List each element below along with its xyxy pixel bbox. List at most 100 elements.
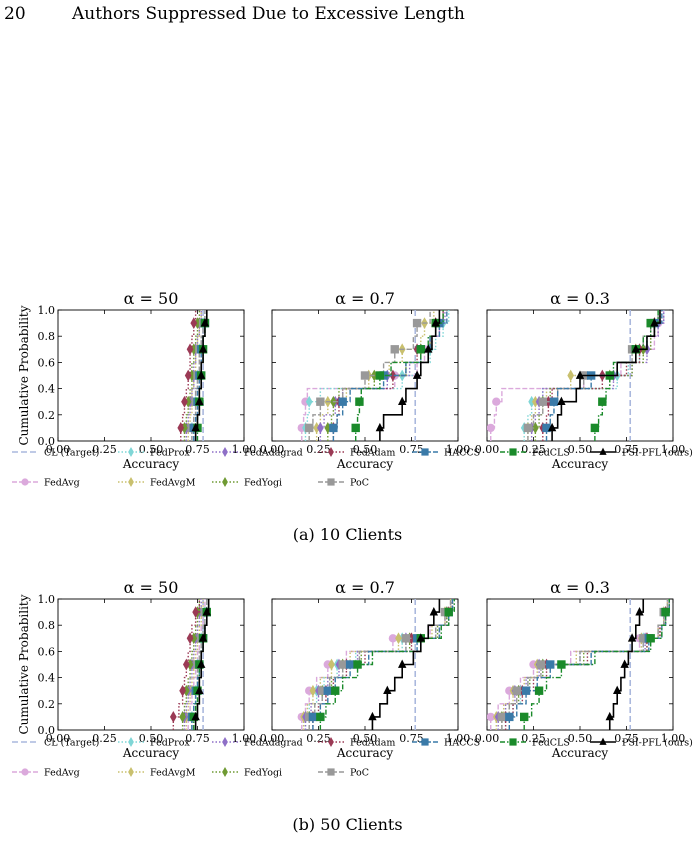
- series-point: [186, 632, 194, 645]
- legend-label: FedAvgM: [150, 478, 196, 489]
- series-point: [650, 318, 659, 327]
- y-tick-label: 0.8: [38, 619, 56, 632]
- chart-panel-b-3: α = 0.3 0.00 0.25 0.50 0.75 1.00 Accuracy: [475, 578, 686, 760]
- legend-marker: [222, 446, 228, 458]
- series-point: [198, 344, 208, 353]
- series-point: [345, 660, 355, 669]
- x-tick-label: 0.25: [92, 443, 117, 456]
- legend-b: CL (Target) FedAvg FedProx FedAvgM FedAdagra…: [12, 736, 693, 779]
- x-tick-label: 0.00: [260, 443, 285, 456]
- legend-a: CL (Target) FedAvg FedProx FedAvgM FedAdagra…: [12, 446, 693, 489]
- series-point: [627, 633, 637, 642]
- series-psi-pfl-ours-: [191, 310, 210, 441]
- series-point: [316, 397, 325, 406]
- series-point: [305, 423, 314, 433]
- x-tick-label: 0.50: [139, 732, 164, 745]
- x-tick-label: 1.00: [446, 732, 471, 745]
- x-axis-label: Accuracy: [336, 457, 393, 471]
- series-point: [639, 634, 648, 643]
- chart-title: α = 50: [124, 289, 179, 308]
- series-point: [388, 634, 398, 643]
- series-point: [416, 345, 425, 354]
- legend-item: FedCLS: [500, 448, 570, 459]
- legend-label: FedCLS: [532, 448, 570, 459]
- series-point: [549, 397, 559, 406]
- series-point: [631, 344, 640, 353]
- series-line: [185, 310, 202, 441]
- series-psi-pfl-ours-: [368, 599, 441, 730]
- legend-label: FedYogi: [244, 768, 282, 779]
- legend-item: PoC: [318, 768, 369, 779]
- series-point: [557, 396, 566, 406]
- legend-item: CL (Target): [12, 448, 99, 459]
- series-point: [534, 686, 544, 695]
- legend-label: FedAvgM: [150, 768, 196, 779]
- legend-marker: [328, 446, 334, 458]
- series-point: [179, 684, 186, 697]
- series-point: [360, 371, 370, 380]
- page-number: 20: [4, 4, 26, 24]
- legend-item: FedProx: [118, 736, 190, 749]
- series-line: [183, 310, 201, 441]
- legend-marker: [421, 448, 429, 456]
- series-line: [371, 599, 441, 730]
- series-point: [390, 345, 399, 354]
- series-psi-pfl-ours-: [375, 310, 441, 441]
- series-point: [198, 633, 208, 642]
- legend-marker: [327, 478, 335, 486]
- series-point: [538, 397, 547, 406]
- series-point: [191, 711, 200, 721]
- legend-item: FedAdagrad: [212, 736, 303, 749]
- legend-label: FedAvg: [44, 768, 80, 779]
- legend-marker: [327, 768, 335, 776]
- series-psi-pfl-ours-: [605, 599, 645, 730]
- legend-label: PSI-PFL (ours): [622, 738, 693, 749]
- chart-panel-b-2: α = 0.7 0.00 0.25 0.50 0.75 1.00 Accuracy: [260, 578, 471, 760]
- legend-label: FedProx: [150, 738, 190, 749]
- series-point: [613, 685, 622, 695]
- series-point: [661, 607, 670, 617]
- chart-panel-a-3: α = 0.3 0.00 0.25 0.50 0.75 1.00 Accuracy: [475, 289, 686, 471]
- series-point: [546, 660, 555, 669]
- series-point: [646, 634, 655, 643]
- series-line: [180, 310, 197, 441]
- legend-marker: [421, 738, 429, 746]
- x-tick-label: 0.75: [185, 443, 210, 456]
- series-point: [598, 397, 607, 406]
- plot-frame: [57, 598, 245, 731]
- series-point: [605, 711, 614, 721]
- series-point: [444, 607, 453, 617]
- plot-frame: [57, 309, 245, 442]
- y-tick-label: 0.0: [38, 435, 56, 448]
- series-point: [313, 422, 320, 434]
- x-tick-label: 0.00: [260, 732, 285, 745]
- legend-marker: [128, 476, 134, 488]
- series-point: [487, 712, 495, 722]
- series-point: [190, 317, 198, 329]
- legend-label: CL (Target): [44, 448, 99, 459]
- legend-label: FedAvg: [44, 478, 80, 489]
- series-point: [620, 659, 629, 668]
- series-point: [186, 343, 194, 356]
- series-point: [590, 423, 600, 433]
- series-fedavgm: [300, 599, 452, 730]
- series-point: [512, 686, 521, 695]
- series-point: [184, 369, 192, 382]
- series-line: [523, 599, 670, 730]
- series-point: [355, 397, 364, 406]
- series-point: [195, 396, 204, 406]
- x-tick-label: 0.50: [568, 443, 593, 456]
- series-point: [186, 658, 194, 671]
- x-tick-label: 0.25: [521, 443, 546, 456]
- y-tick-label: 0.4: [38, 383, 56, 396]
- x-tick-label: 0.50: [353, 732, 378, 745]
- y-tick-label: 0.2: [38, 409, 56, 422]
- legend-label: CL (Target): [44, 738, 99, 749]
- legend-label: FedAdam: [350, 448, 395, 459]
- series-point: [188, 369, 196, 382]
- series-point: [646, 318, 655, 328]
- series-point: [197, 659, 206, 668]
- series-point: [328, 658, 335, 671]
- series-point: [416, 633, 425, 642]
- series-point: [383, 685, 392, 695]
